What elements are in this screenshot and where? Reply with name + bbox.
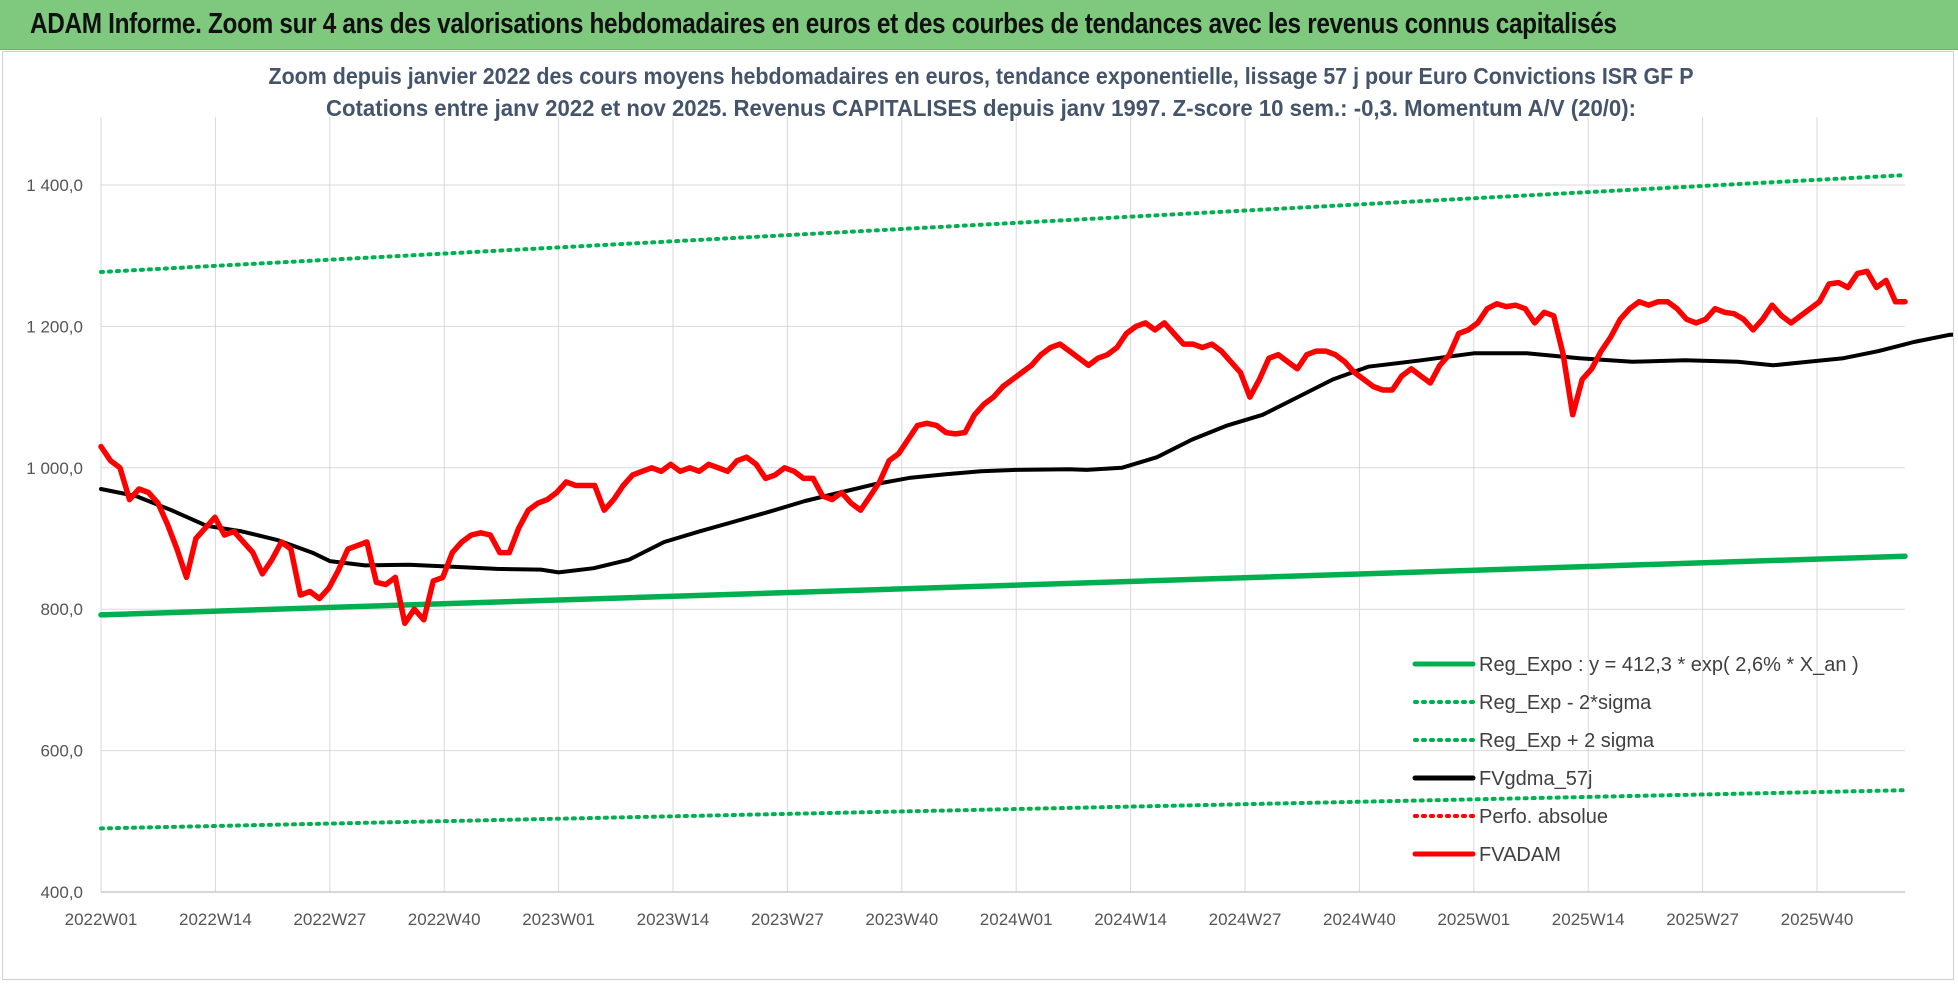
line-chart: Zoom depuis janvier 2022 des cours moyen… xyxy=(26,63,1958,929)
x-tick-label: 2024W27 xyxy=(1209,910,1282,929)
x-tick-label: 2022W27 xyxy=(293,910,366,929)
x-tick-label: 2025W14 xyxy=(1552,910,1625,929)
x-tick-label: 2023W40 xyxy=(865,910,938,929)
series-reg-exp-2-sigma xyxy=(99,173,1907,274)
y-tick-label: 600,0 xyxy=(40,742,83,761)
banner-title: ADAM Informe. Zoom sur 4 ans des valoris… xyxy=(30,8,1617,40)
x-tick-label: 2025W40 xyxy=(1781,910,1854,929)
chart-subtitle: Cotations entre janv 2022 et nov 2025. R… xyxy=(326,95,1636,121)
y-tick-label: 1 200,0 xyxy=(26,317,83,336)
grid xyxy=(100,117,1905,893)
x-tick-label: 2023W27 xyxy=(751,910,824,929)
x-axis: 2022W01 2022W14 2022W27 2022W40 2023W01 2023W… xyxy=(65,891,1905,929)
x-tick-label: 2025W01 xyxy=(1437,910,1510,929)
x-tick-label: 2023W01 xyxy=(522,910,595,929)
x-tick-label: 2022W01 xyxy=(65,910,138,929)
x-tick-label: 2022W40 xyxy=(408,910,481,929)
legend-label: FVgdma_57j xyxy=(1479,768,1592,790)
x-tick-label: 2022W14 xyxy=(179,910,252,929)
series-reg-exp-2-sigma xyxy=(99,788,1907,831)
y-tick-label: 800,0 xyxy=(40,600,83,619)
x-tick-label: 2024W14 xyxy=(1094,910,1167,929)
legend-label: FVADAM xyxy=(1479,844,1561,866)
legend: Reg_Expo : y = 412,3 * exp( 2,6% * X_an … xyxy=(1412,654,1859,866)
legend-label: Perfo. absolue xyxy=(1479,806,1608,828)
chart-frame: Zoom depuis janvier 2022 des cours moyen… xyxy=(2,51,1958,980)
series-lines xyxy=(98,173,1958,831)
y-tick-label: 1 000,0 xyxy=(26,459,83,478)
x-tick-label: 2023W14 xyxy=(637,910,710,929)
x-tick-label: 2024W40 xyxy=(1323,910,1396,929)
y-tick-label: 400,0 xyxy=(40,883,83,902)
legend-label: Reg_Expo : y = 412,3 * exp( 2,6% * X_an … xyxy=(1479,654,1859,676)
y-axis: 400,0 600,0 800,0 1 000,0 1 200,0 1 400,0 xyxy=(26,176,83,902)
x-tick-label: 2025W27 xyxy=(1666,910,1739,929)
legend-label: Reg_Exp - 2*sigma xyxy=(1479,692,1652,714)
series-fvgdma-57j xyxy=(99,332,1958,575)
y-tick-label: 1 400,0 xyxy=(26,176,83,195)
series-fvadam xyxy=(98,268,1908,627)
report-banner: ADAM Informe. Zoom sur 4 ans des valoris… xyxy=(0,0,1958,50)
chart-title: Zoom depuis janvier 2022 des cours moyen… xyxy=(269,63,1694,89)
legend-label: Reg_Exp + 2 sigma xyxy=(1479,730,1655,752)
x-tick-label: 2024W01 xyxy=(980,910,1053,929)
